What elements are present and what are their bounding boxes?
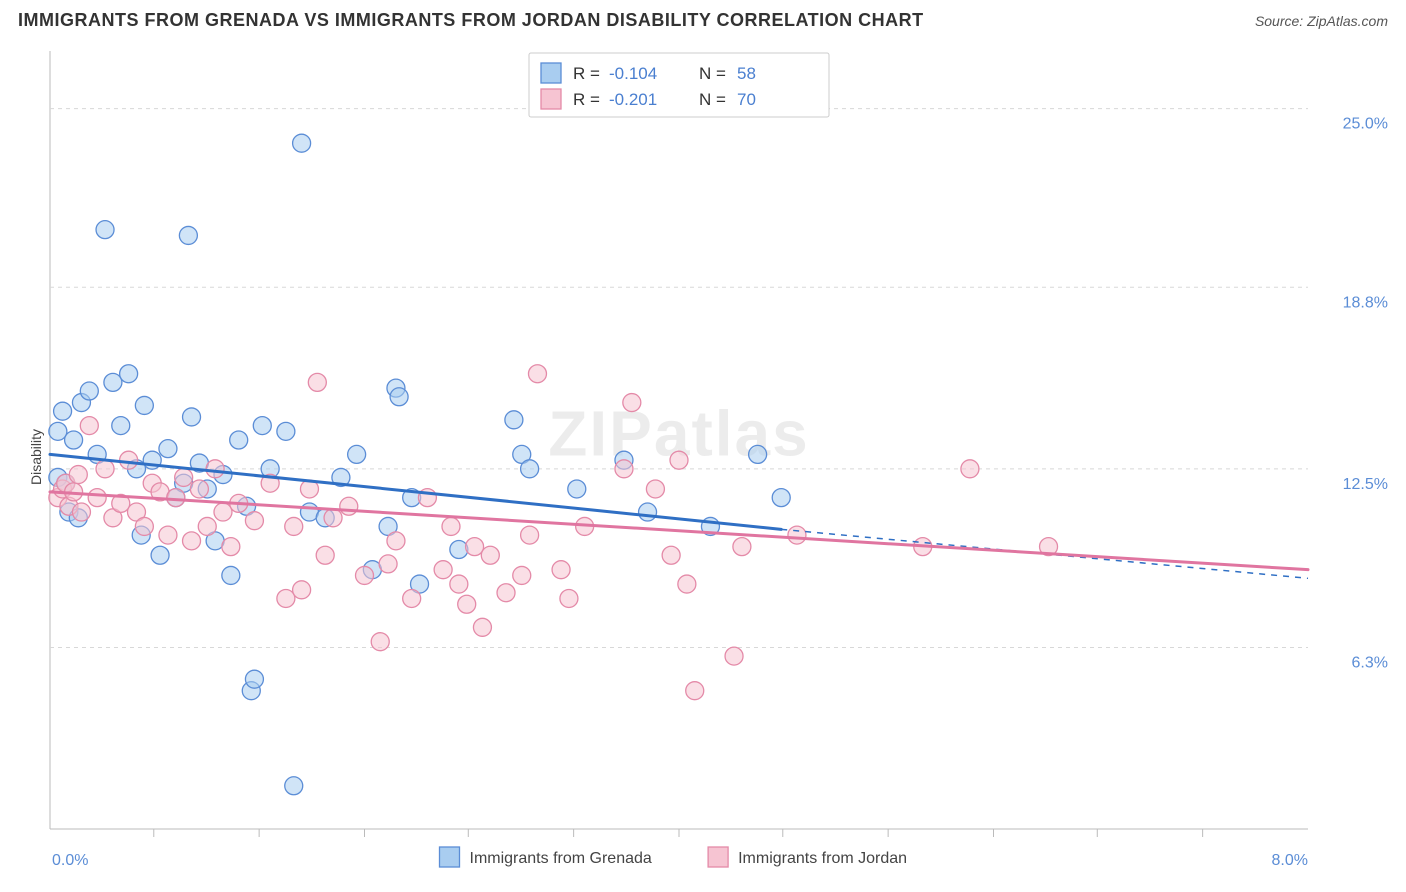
svg-text:-0.104: -0.104 [609, 64, 657, 83]
svg-text:6.3%: 6.3% [1352, 654, 1388, 671]
svg-text:18.8%: 18.8% [1343, 294, 1388, 311]
chart-source: Source: ZipAtlas.com [1255, 13, 1388, 29]
svg-text:N =: N = [699, 64, 726, 83]
svg-text:Immigrants from Jordan: Immigrants from Jordan [738, 850, 907, 867]
scatter-chart: 25.0%18.8%12.5%6.3%ZIPatlas0.0%8.0%Immig… [10, 37, 1396, 877]
svg-text:58: 58 [737, 64, 756, 83]
y-axis-label: Disability [28, 429, 44, 485]
chart-header: IMMIGRANTS FROM GRENADA VS IMMIGRANTS FR… [10, 10, 1396, 37]
svg-text:Immigrants from Grenada: Immigrants from Grenada [470, 850, 652, 867]
svg-text:R =: R = [573, 64, 600, 83]
svg-text:12.5%: 12.5% [1343, 476, 1388, 493]
svg-text:-0.201: -0.201 [609, 90, 657, 109]
svg-text:70: 70 [737, 90, 756, 109]
chart-container: Disability 25.0%18.8%12.5%6.3%ZIPatlas0.… [10, 37, 1396, 877]
svg-text:0.0%: 0.0% [52, 852, 88, 869]
svg-text:8.0%: 8.0% [1272, 852, 1308, 869]
svg-text:25.0%: 25.0% [1343, 116, 1388, 133]
svg-text:R =: R = [573, 90, 600, 109]
chart-title: IMMIGRANTS FROM GRENADA VS IMMIGRANTS FR… [18, 10, 924, 31]
svg-text:N =: N = [699, 90, 726, 109]
